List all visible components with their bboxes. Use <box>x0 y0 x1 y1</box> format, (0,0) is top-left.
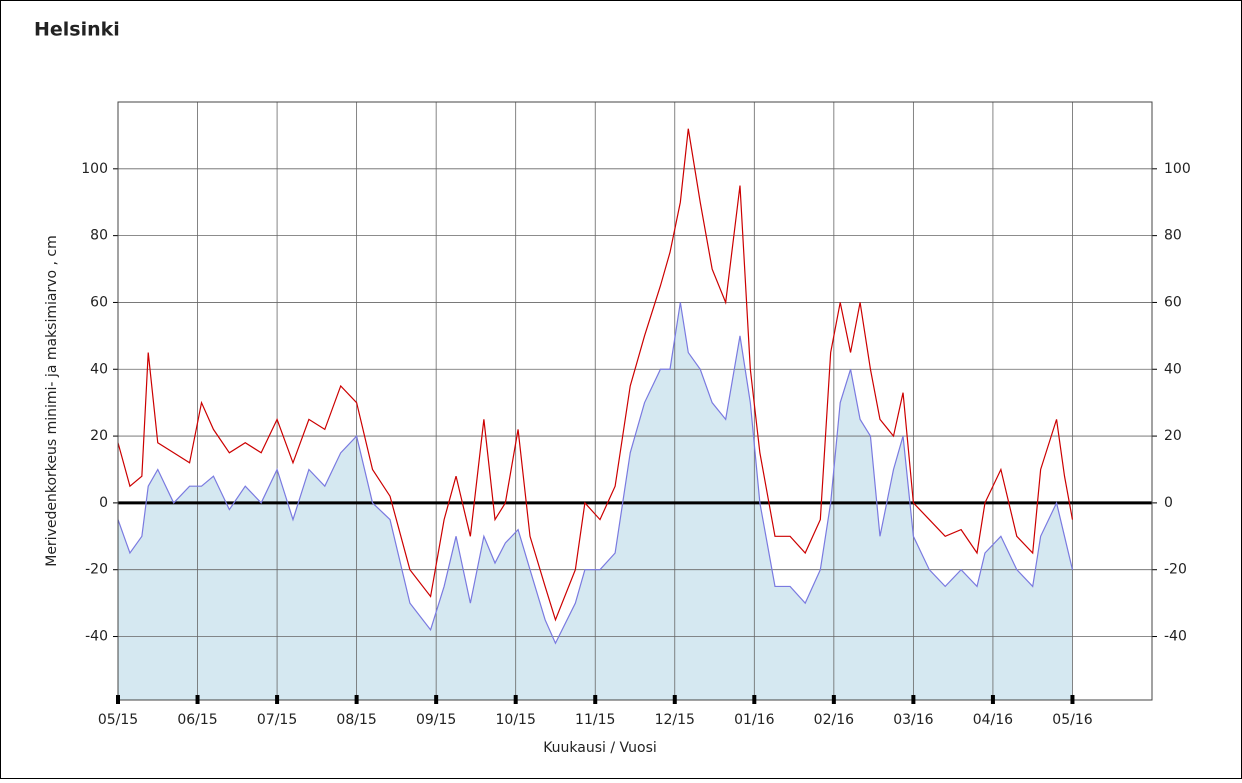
y2-tick-label: -20 <box>1164 562 1187 578</box>
y2-tick-label: -40 <box>1164 629 1187 645</box>
y-tick-label: -40 <box>85 629 108 645</box>
y2-tick-label: 40 <box>1164 361 1182 377</box>
x-tick-label: 10/15 <box>496 712 536 728</box>
y-tick-label: -20 <box>85 562 108 578</box>
y2-tick-label: 0 <box>1164 495 1173 511</box>
y2-tick-label: 20 <box>1164 428 1182 444</box>
chart-title: Helsinki <box>34 19 120 41</box>
x-tick-label: 02/16 <box>814 712 854 728</box>
x-tick-label: 05/16 <box>1052 712 1092 728</box>
x-axis-label: Kuukausi / Vuosi <box>543 740 657 756</box>
x-tick-label: 12/15 <box>655 712 695 728</box>
x-tick-label: 11/15 <box>575 712 615 728</box>
x-tick-label: 09/15 <box>416 712 456 728</box>
line <box>117 128 1074 622</box>
x-tick-label: 05/15 <box>98 712 138 728</box>
y2-tick-label: 60 <box>1164 294 1182 310</box>
y-tick-label: 40 <box>90 361 108 377</box>
y-tick-label: 100 <box>81 161 108 177</box>
x-tick-label: 01/16 <box>734 712 774 728</box>
x-tick-label: 04/16 <box>973 712 1013 728</box>
plot-border <box>117 101 1153 701</box>
x-tick-label: 03/16 <box>893 712 933 728</box>
x-tick-label: 08/15 <box>336 712 376 728</box>
y-tick-label: 20 <box>90 428 108 444</box>
x-tick-label: 07/15 <box>257 712 297 728</box>
y-tick-label: 0 <box>99 495 108 511</box>
y2-tick-label: 80 <box>1164 228 1182 244</box>
y2-tick-label: 100 <box>1164 161 1191 177</box>
y-tick-label: 60 <box>90 294 108 310</box>
x-tick-label: 06/15 <box>177 712 217 728</box>
y-tick-label: 80 <box>90 228 108 244</box>
line <box>117 302 1074 645</box>
y-axis-label: Merivedenkorkeus minimi- ja maksimiarvo … <box>44 235 60 567</box>
